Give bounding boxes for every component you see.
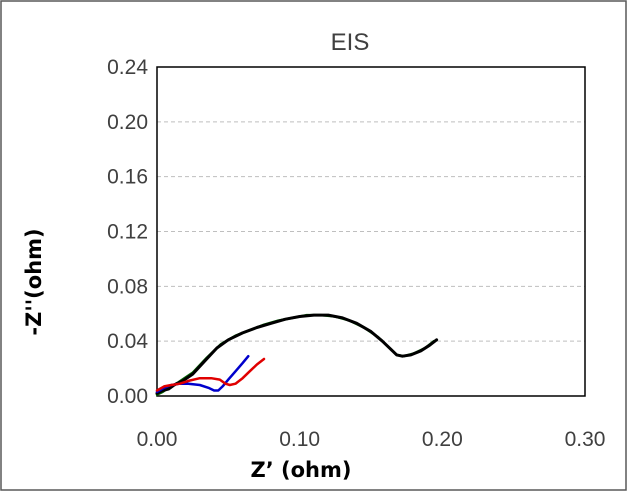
y-tick-label: 0.12	[107, 221, 148, 244]
y-tick-label: 0.16	[107, 166, 148, 189]
x-tick-label: 0.10	[279, 428, 320, 451]
series-line-4	[155, 357, 266, 392]
y-tick-label: 0.24	[107, 56, 148, 79]
x-tick-labels: 0.00 0.10 0.20 0.30	[137, 428, 606, 451]
x-tick-label: 0.20	[422, 428, 463, 451]
y-tick-labels: 0.00 0.04 0.08 0.12 0.16 0.20 0.24	[107, 56, 148, 408]
y-tick-label: 0.20	[107, 111, 148, 134]
x-tick-label: 0.30	[565, 428, 606, 451]
series-line-2	[155, 313, 439, 395]
series-layer	[155, 313, 439, 396]
x-tick-label: 0.00	[137, 428, 178, 451]
y-axis-title: -Z''(ohm)	[22, 228, 46, 335]
chart-title: EIS	[331, 29, 370, 56]
x-axis-title: Z’ (ohm)	[251, 458, 352, 482]
y-tick-label: 0.04	[107, 330, 148, 353]
plot-area-frame	[156, 66, 586, 397]
y-tick-label: 0.08	[107, 275, 148, 298]
y-tick-label: 0.00	[107, 385, 148, 408]
